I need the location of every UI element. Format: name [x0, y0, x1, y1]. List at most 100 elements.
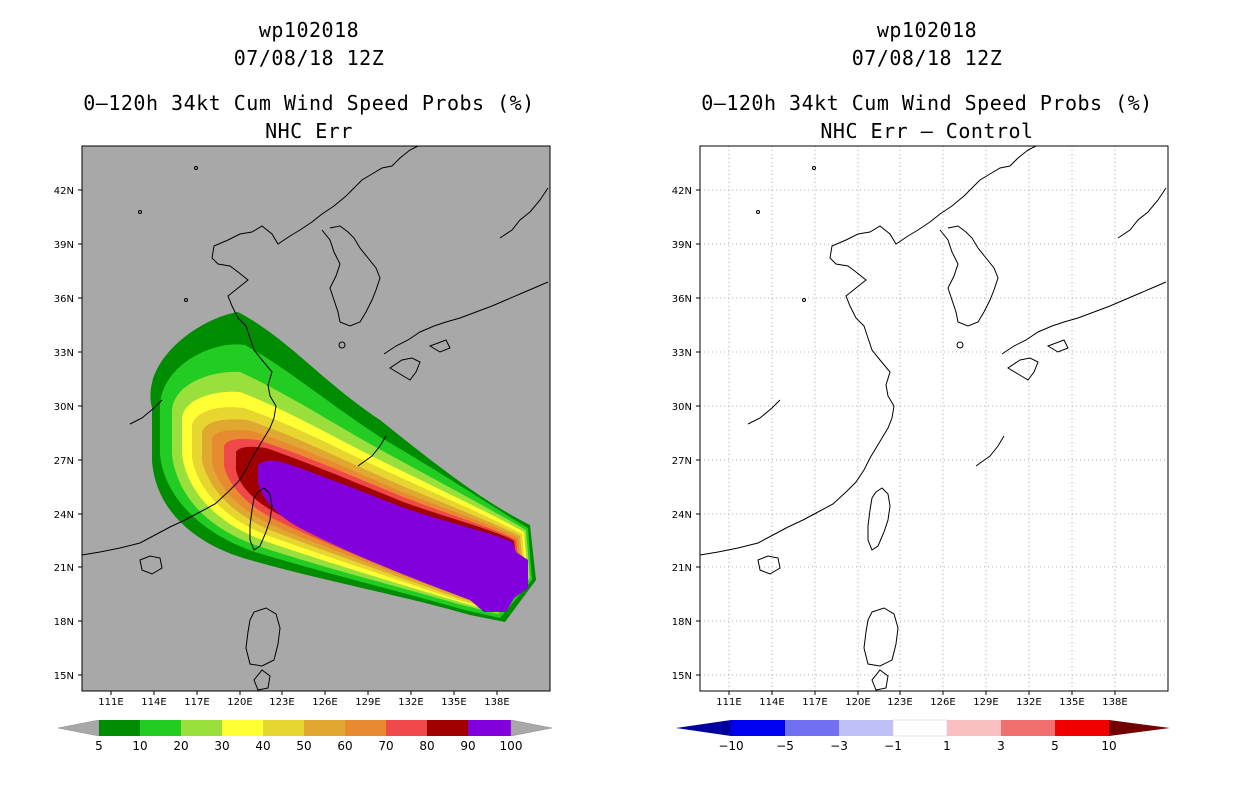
lat-label: 30N: [54, 402, 74, 413]
colorbar-label: 1: [943, 739, 951, 753]
colorbar-swatch: [468, 720, 511, 736]
lat-label: 27N: [54, 456, 74, 467]
lon-label: 135E: [441, 697, 466, 708]
lon-label: 129E: [355, 697, 380, 708]
panel-subtitle: NHC Err: [265, 119, 353, 143]
lat-label: 42N: [54, 186, 74, 197]
lat-label: 42N: [672, 186, 692, 197]
datetime: 07/08/18 12Z: [851, 46, 1003, 70]
lat-label: 24N: [672, 510, 692, 521]
colorbar-label: 90: [460, 739, 475, 753]
lat-label: 27N: [672, 456, 692, 467]
lon-label: 129E: [973, 697, 998, 708]
right-panel: wp102018 07/08/18 12Z 0–120h 34kt Cum Wi…: [618, 0, 1236, 800]
panel-subtitle: NHC Err – Control: [820, 119, 1034, 143]
colorbar-swatch: [304, 720, 345, 736]
grid-lines: [700, 146, 1168, 691]
lat-label: 30N: [672, 402, 692, 413]
lat-axis: 42N 39N 36N 33N 30N 27N 24N 21N 18N 15N: [672, 186, 700, 682]
colorbar-label: −5: [776, 739, 794, 753]
colorbar-label: 5: [1051, 739, 1059, 753]
lon-label: 132E: [398, 697, 423, 708]
map-frame: [699, 145, 1169, 692]
lon-label: 111E: [716, 697, 741, 708]
lon-axis: 111E 114E 117E 120E 123E 126E 129E 132E …: [98, 691, 510, 708]
lon-label: 138E: [484, 697, 509, 708]
colorbar-swatch: [892, 719, 948, 737]
coastlines: [82, 146, 549, 691]
lat-label: 36N: [54, 294, 74, 305]
colorbar-low-arrow: [676, 720, 731, 736]
colorbar-swatch: [947, 720, 1001, 736]
colorbar-label: 70: [378, 739, 393, 753]
colorbar-label: −3: [830, 739, 848, 753]
lon-label: 126E: [312, 697, 337, 708]
probability-swath: [150, 312, 536, 622]
colorbar-swatch: [99, 720, 140, 736]
right-colorbar: −10 −5 −3 −1 1 3 5 10: [676, 719, 1170, 753]
map-frame: [81, 145, 551, 692]
lon-label: 123E: [269, 697, 294, 708]
lat-label: 15N: [672, 671, 692, 682]
coastlines: [700, 146, 1167, 691]
lon-axis: 111E 114E 117E 120E 123E 126E 129E 132E …: [716, 691, 1128, 708]
lat-label: 18N: [672, 617, 692, 628]
colorbar-swatch: [222, 720, 263, 736]
colorbar-label: 20: [173, 739, 188, 753]
lon-label: 126E: [930, 697, 955, 708]
left-colorbar: 5 10 20 30 40 50 60 70 80 90 100: [57, 719, 553, 753]
map-background: [700, 146, 1168, 691]
lon-label: 120E: [227, 697, 252, 708]
colorbar-label: 80: [419, 739, 434, 753]
colorbar-swatch: [140, 720, 181, 736]
product-title: 0–120h 34kt Cum Wind Speed Probs (%): [701, 91, 1153, 115]
storm-id: wp102018: [258, 18, 360, 42]
colorbar-swatch: [1001, 720, 1055, 736]
colorbar-label: 3: [997, 739, 1005, 753]
colorbar-swatch: [785, 720, 839, 736]
colorbar-high-arrow: [1109, 720, 1170, 736]
colorbar-low-arrow: [57, 719, 100, 737]
colorbar-label: −1: [884, 739, 902, 753]
colorbar-label: 50: [296, 739, 311, 753]
lon-label: 123E: [887, 697, 912, 708]
colorbar-high-arrow: [510, 719, 553, 737]
colorbar-label: 40: [255, 739, 270, 753]
colorbar-label: 10: [132, 739, 147, 753]
lon-label: 114E: [141, 697, 166, 708]
datetime: 07/08/18 12Z: [233, 46, 385, 70]
colorbar-swatch: [386, 720, 427, 736]
lon-label: 111E: [98, 697, 123, 708]
lat-label: 18N: [54, 617, 74, 628]
left-panel: wp102018 07/08/18 12Z 0–120h 34kt Cum Wi…: [54, 18, 553, 753]
lat-label: 33N: [54, 348, 74, 359]
storm-id: wp102018: [876, 18, 978, 42]
lon-label: 114E: [759, 697, 784, 708]
colorbar-label: 60: [337, 739, 352, 753]
colorbar-swatch: [263, 720, 304, 736]
lat-label: 39N: [672, 240, 692, 251]
lat-label: 39N: [54, 240, 74, 251]
lat-label: 15N: [54, 671, 74, 682]
colorbar-swatch: [345, 720, 386, 736]
colorbar-label: −10: [718, 739, 743, 753]
lon-label: 117E: [802, 697, 827, 708]
colorbar-swatch: [1055, 720, 1109, 736]
lat-label: 21N: [54, 563, 74, 574]
product-title: 0–120h 34kt Cum Wind Speed Probs (%): [83, 91, 535, 115]
lat-label: 24N: [54, 510, 74, 521]
lat-axis: 42N 39N 36N 33N 30N 27N 24N 21N 18N 15N: [54, 186, 82, 682]
colorbar-swatch: [839, 720, 893, 736]
left-map-svg: 42N 39N 36N 33N 30N 27N 24N 21N 18N 15N …: [54, 145, 553, 753]
colorbar-swatch: [427, 720, 468, 736]
lon-label: 132E: [1016, 697, 1041, 708]
colorbar-swatch: [181, 720, 222, 736]
colorbar-label: 10: [1101, 739, 1116, 753]
lon-label: 120E: [845, 697, 870, 708]
colorbar-label: 100: [500, 739, 523, 753]
lat-label: 21N: [672, 563, 692, 574]
right-map-svg: 42N 39N 36N 33N 30N 27N 24N 21N 18N 15N …: [672, 145, 1170, 753]
lon-label: 138E: [1102, 697, 1127, 708]
lon-label: 117E: [184, 697, 209, 708]
colorbar-label: 5: [95, 739, 103, 753]
